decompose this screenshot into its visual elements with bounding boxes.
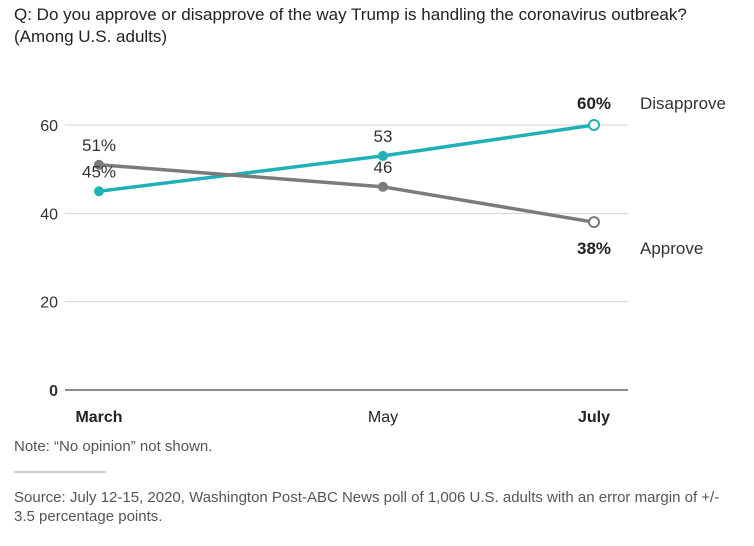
x-tick-label: May xyxy=(368,409,398,426)
x-tick-label: July xyxy=(578,409,610,426)
y-tick-label: 40 xyxy=(40,206,58,223)
data-label: 60% xyxy=(577,94,611,113)
y-tick-label: 60 xyxy=(40,118,58,135)
data-point xyxy=(588,119,600,131)
data-point xyxy=(94,159,104,170)
y-tick-label: 0 xyxy=(49,383,58,400)
series-line-disapprove xyxy=(98,123,595,193)
divider xyxy=(14,471,106,473)
data-point xyxy=(588,216,600,229)
x-tick-label: March xyxy=(75,409,122,426)
data-point xyxy=(378,150,388,161)
data-label: 38% xyxy=(577,239,611,258)
data-label: 45% xyxy=(82,162,116,181)
chart-note: Note: “No opinion” not shown. xyxy=(14,438,213,455)
data-label: 53 xyxy=(374,127,393,146)
data-label: 51% xyxy=(82,136,116,155)
data-label: 46 xyxy=(374,158,393,177)
series-label: Approve xyxy=(640,239,703,258)
chart-question: Q: Do you approve or disapprove of the w… xyxy=(14,5,687,46)
data-point xyxy=(378,181,388,192)
data-point xyxy=(94,186,104,197)
chart-source: Source: July 12-15, 2020, Washington Pos… xyxy=(14,489,720,525)
y-tick-label: 20 xyxy=(40,295,58,312)
series-label: Disapprove xyxy=(640,94,726,113)
